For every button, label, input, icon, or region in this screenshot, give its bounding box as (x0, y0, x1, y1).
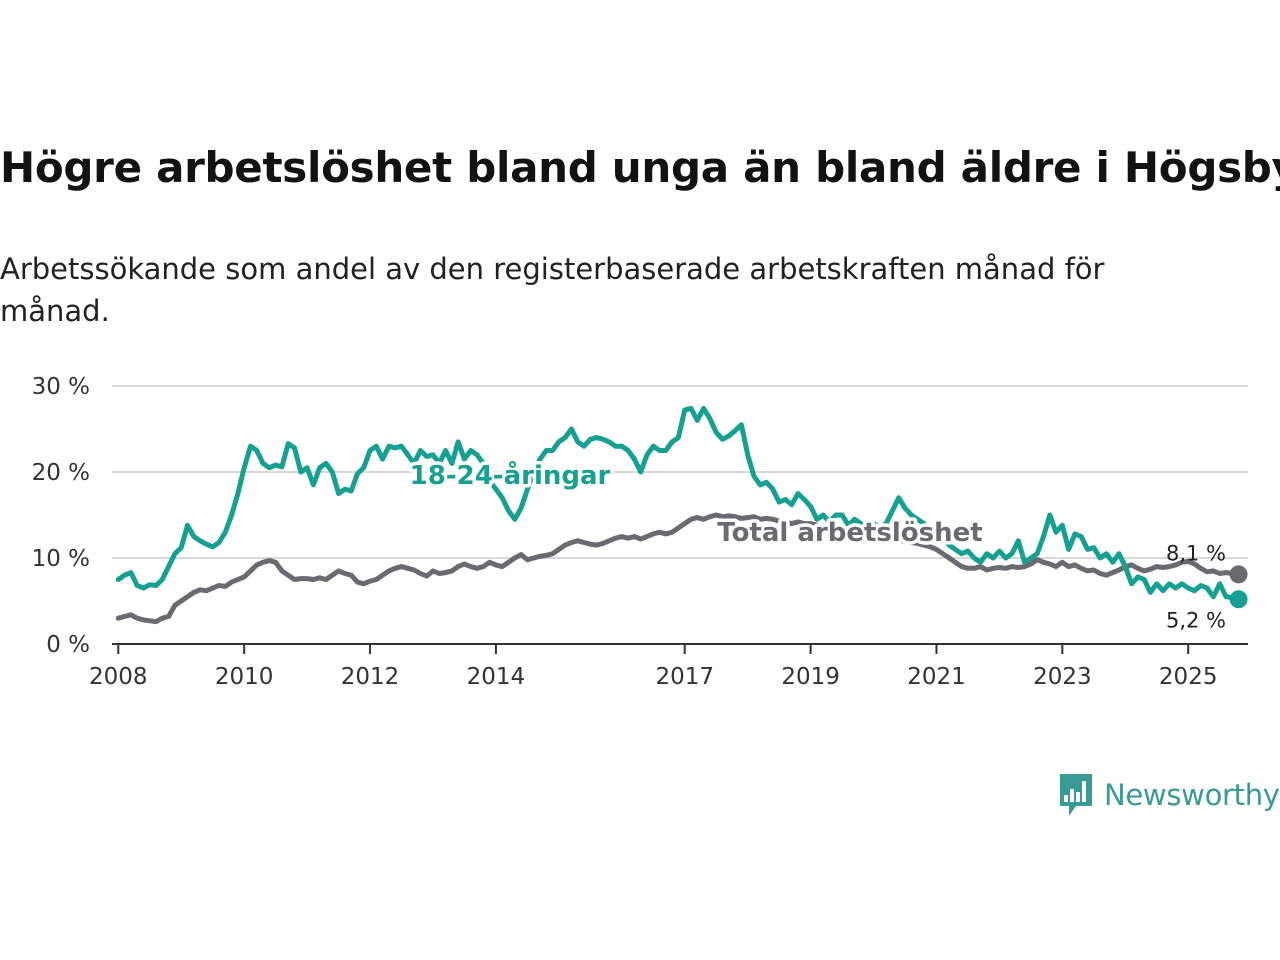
x-tick-label: 2021 (907, 664, 966, 690)
end-marker-youth (1229, 590, 1248, 609)
series-line-total (115, 512, 1242, 625)
end-label-youth: 5,2 % (1166, 608, 1226, 632)
y-tick-label: 20 % (32, 460, 90, 486)
x-tick-label: 2023 (1033, 664, 1092, 690)
line-chart: 0 % 10 % 20 % 30 % 2008 2010 2012 2014 2017 2019… (32, 374, 1248, 690)
y-tick-label: 30 % (32, 374, 90, 400)
y-tick-label: 10 % (32, 546, 90, 572)
y-tick-label: 0 % (46, 632, 90, 658)
end-marker-total (1229, 565, 1248, 584)
chart-subtitle: Arbetssökande som andel av den registerb… (0, 252, 1105, 328)
x-tick-label: 2025 (1159, 664, 1218, 690)
x-tick-label: 2014 (467, 664, 526, 690)
brand-name: Newsworthy (1104, 778, 1280, 812)
x-tick-label: 2019 (781, 664, 840, 690)
newsworthy-bar-chart-icon (1060, 774, 1092, 816)
y-axis: 0 % 10 % 20 % 30 % (32, 374, 90, 658)
grid-lines (112, 385, 1248, 559)
series-lines (115, 405, 1248, 625)
x-axis: 2008 2010 2012 2014 2017 2019 2021 2023 2025 (89, 643, 1248, 690)
chart-title: Högre arbetslöshet bland unga än bland ä… (0, 143, 1280, 192)
series-labels: 18-24-åringar Total arbetslöshet 8,1 % 5,2 … (406, 456, 1226, 633)
series-label-total: Total arbetslöshet (717, 518, 982, 548)
series-label-youth: 18-24-åringar (410, 459, 611, 491)
x-tick-label: 2010 (215, 664, 274, 690)
x-tick-label: 2008 (89, 664, 148, 690)
newsworthy-logo: Newsworthy (1058, 772, 1280, 818)
x-tick-label: 2012 (341, 664, 400, 690)
series-line-youth (115, 405, 1242, 602)
x-tick-label: 2017 (655, 664, 714, 690)
end-label-total: 8,1 % (1166, 541, 1226, 565)
